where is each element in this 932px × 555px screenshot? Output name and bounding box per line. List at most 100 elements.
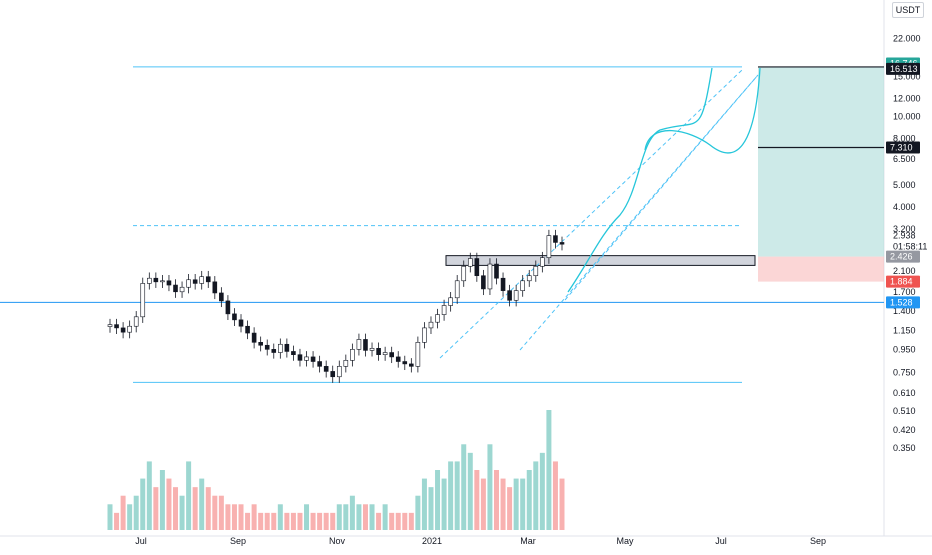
volume-bar — [539, 452, 545, 530]
candle-body — [219, 292, 224, 302]
volume-bar — [317, 512, 323, 530]
volume-bar — [231, 504, 237, 530]
volume-bar — [480, 478, 486, 530]
volume-bar — [199, 478, 205, 530]
candle-body — [454, 280, 460, 299]
volume-bar — [336, 504, 342, 530]
x-tick-label: Jul — [135, 536, 147, 546]
volume-bar — [192, 487, 198, 530]
candle-body — [422, 327, 427, 343]
y-tick-label: 0.950 — [893, 344, 916, 354]
candle-body — [310, 356, 316, 362]
candle-body — [481, 275, 486, 290]
candle-body — [494, 263, 499, 279]
candle-body — [317, 361, 322, 367]
volume-bar — [107, 504, 113, 530]
y-tick-label: 22.000 — [893, 34, 921, 44]
price-badge-label: 1.884 — [890, 277, 913, 287]
candle-body — [271, 349, 277, 353]
volume-bar — [146, 461, 152, 530]
candle-body — [238, 319, 244, 327]
volume-bar — [408, 512, 414, 530]
price-badge — [886, 250, 920, 263]
volume-bar — [454, 461, 460, 530]
candle-body — [127, 325, 132, 333]
candle-body — [264, 344, 270, 350]
candle-body — [304, 356, 309, 361]
volume-bar — [395, 512, 401, 530]
candle-body — [251, 332, 257, 343]
candle-body — [415, 342, 421, 367]
volume-bar — [493, 470, 499, 530]
y-tick-label: 12.000 — [893, 93, 921, 103]
volume-bar — [258, 512, 264, 530]
candle-body — [343, 360, 349, 367]
candle-body — [120, 327, 126, 333]
countdown-label: 01:58:11 — [893, 242, 927, 252]
volume-bar — [376, 512, 382, 530]
candle-body — [179, 286, 185, 293]
channel-upper-line — [439, 69, 743, 359]
candle-body — [107, 324, 113, 327]
channel-lower-line — [519, 74, 759, 351]
candle-body — [507, 290, 512, 301]
volume-bar — [389, 512, 395, 530]
current-price-label: 2.938 — [893, 231, 916, 241]
candle-body — [356, 339, 362, 350]
channel-mid-line — [564, 74, 759, 301]
support-zone — [445, 255, 756, 266]
x-tick-label: Sep — [230, 536, 246, 546]
volume-bar — [245, 512, 251, 530]
y-tick-label: 0.350 — [893, 443, 916, 453]
candle-body — [114, 324, 119, 329]
volume-bar — [310, 512, 316, 530]
x-tick-label: Sep — [810, 536, 826, 546]
y-tick-label: 6.500 — [893, 154, 916, 164]
candle-body — [520, 280, 525, 291]
candle-body — [186, 279, 191, 288]
price-badge — [886, 62, 920, 75]
volume-bar — [520, 478, 526, 530]
volume-bar — [323, 512, 329, 530]
candle-body — [513, 290, 519, 301]
volume-bar — [356, 504, 362, 530]
candle-body — [140, 283, 146, 318]
volume-bar — [218, 495, 224, 530]
candle-body — [160, 280, 165, 283]
candle-body — [133, 316, 139, 327]
candle-body — [297, 354, 303, 361]
y-tick-label: 10.000 — [893, 112, 921, 122]
quote-currency-label[interactable]: USDT — [892, 2, 924, 18]
volume-bar — [402, 512, 408, 530]
volume-bar — [507, 487, 513, 530]
volume-bar — [304, 504, 310, 530]
volume-bar — [238, 504, 244, 530]
volume-bar — [225, 504, 231, 530]
candle-body — [369, 348, 375, 351]
candle-body — [487, 263, 493, 290]
candle-body — [540, 257, 545, 267]
candle-body — [382, 352, 388, 355]
volume-bar — [552, 461, 558, 530]
candle-body — [500, 277, 506, 291]
candle-body — [559, 242, 565, 245]
candle-body — [284, 343, 290, 352]
candle-body — [467, 258, 473, 267]
volume-bar — [461, 444, 467, 530]
volume-bar — [467, 452, 473, 530]
candle-body — [336, 366, 342, 378]
volume-bar — [546, 410, 552, 530]
candle-body — [192, 279, 198, 284]
price-badge — [886, 141, 920, 154]
y-tick-label: 1.700 — [893, 287, 916, 297]
candle-body — [448, 297, 453, 306]
volume-bar — [179, 495, 185, 530]
volume-bar — [369, 504, 375, 530]
volume-bar — [428, 487, 434, 530]
y-tick-label: 3.200 — [893, 224, 916, 234]
candle-body — [225, 300, 231, 315]
candle-body — [389, 352, 394, 358]
target-zone — [758, 66, 884, 257]
candle-body — [153, 277, 159, 283]
